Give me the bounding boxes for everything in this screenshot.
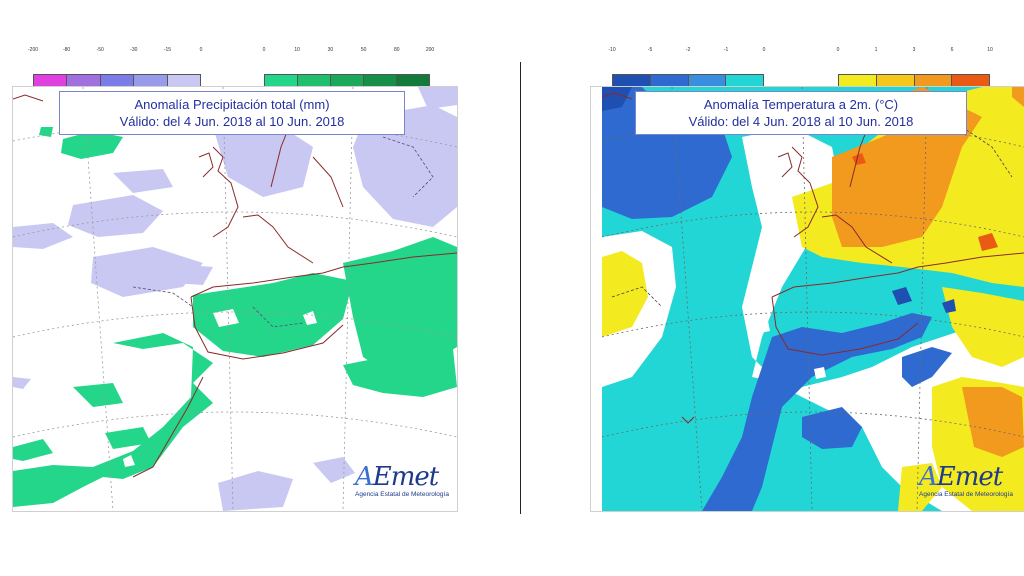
precip-legend-pos-swatch [298, 75, 331, 87]
precip-legend-pos-swatch [364, 75, 397, 87]
precip-legend-neg-tick-label: -30 [130, 47, 138, 53]
precip-legend-pos-tick-label: 10 [294, 47, 300, 53]
temp-map-title: Anomalía Temperatura a 2m. (°C) Válido: … [635, 91, 967, 135]
temp-legend-positive: 0 1 3 6 10 [837, 47, 993, 88]
precip-legend-neg-swatch [134, 75, 168, 87]
temp-legend-pos-swatch [952, 75, 989, 87]
temp-title-validity: Válido: del 4 Jun. 2018 al 10 Jun. 2018 [688, 114, 914, 129]
temp-legend-neg-tick-label: -2 [685, 47, 691, 53]
aemet-logo: AEmet Agencia Estatal de Meteorología [355, 462, 457, 509]
precip-legend-pos-tick-label: 30 [327, 47, 334, 53]
precip-legend-neg-swatch [67, 75, 101, 87]
aemet-wordmark-2: AEmet [919, 462, 1003, 492]
temp-negative-strong-areas [602, 87, 956, 313]
precip-legend-pos-tick-label: 50 [360, 47, 367, 53]
temp-legend-neg-tick-label: -1 [723, 47, 729, 53]
temp-coastlines [601, 92, 1024, 424]
precip-map-title: Anomalía Precipitación total (mm) Válido… [59, 91, 405, 135]
precip-legend-pos-tick-label: 200 [425, 47, 435, 53]
precip-legend-neg-swatch [34, 75, 68, 87]
temp-anomaly-map: Anomalía Temperatura a 2m. (°C) Válido: … [590, 86, 1024, 512]
precip-legend-neg-swatch [100, 75, 135, 87]
temp-legend-pos-swatch [839, 75, 877, 87]
panel-divider [520, 62, 521, 514]
precip-title-main: Anomalía Precipitación total (mm) [134, 97, 330, 112]
temp-legend-pos-tick-label: 3 [912, 47, 916, 53]
temp-map-graphic [601, 87, 1024, 511]
precip-legend-pos-swatch [397, 75, 429, 87]
precip-legend-neg-tick-label: 0 [199, 47, 203, 53]
precip-positive-areas [13, 127, 457, 507]
aemet-subtitle: Agencia Estatal de Meteorología [355, 491, 449, 498]
precip-anomaly-map: Anomalía Precipitación total (mm) Válido… [12, 86, 458, 512]
temp-holes [758, 321, 902, 379]
temp-legend-neg-swatch [650, 75, 689, 87]
temp-legend-pos-swatch [876, 75, 915, 87]
temp-legend-neg-tick-label: -10 [608, 47, 616, 53]
temp-legend-pos-tick-label: 0 [836, 47, 840, 53]
precip-contours [132, 136, 434, 328]
temp-legend-pos-tick-label: 6 [950, 47, 954, 53]
aemet-wordmark: AEmet [355, 462, 439, 492]
temp-positive-strong-areas [852, 153, 998, 251]
precip-legend-positive: 0 10 30 50 80 200 [263, 47, 434, 88]
temp-legend-pos-tick-label: 1 [874, 47, 878, 53]
precip-title-validity: Válido: del 4 Jun. 2018 al 10 Jun. 2018 [119, 114, 345, 129]
precip-legend-neg-tick-label: -15 [163, 47, 172, 53]
precip-legend-pos-tick-label: 0 [262, 47, 266, 53]
temp-legend-neg-swatch [726, 75, 763, 87]
temp-legend-pos-tick-label: 10 [987, 47, 993, 53]
temp-legend-neg-tick-label: 0 [762, 47, 766, 53]
temp-legend-negative: -10 -5 -2 -1 0 [608, 47, 765, 88]
temp-legend-neg-swatch [613, 75, 651, 87]
temp-title-main: Anomalía Temperatura a 2m. (°C) [703, 97, 899, 112]
aemet-logo-2: AEmet Agencia Estatal de Meteorología [919, 463, 1024, 509]
precip-legend-pos-swatch [331, 75, 364, 87]
precip-legend-neg-tick-label: -200 [27, 47, 39, 53]
temp-legend-neg-swatch [688, 75, 727, 87]
temp-legend-pos-swatch [914, 75, 953, 87]
precip-map-graphic [13, 87, 457, 511]
precip-legend-neg-tick-label: -50 [96, 47, 104, 53]
precip-legend-pos-tick-label: 80 [394, 47, 400, 53]
precip-legend-pos-swatch [265, 75, 298, 87]
temp-legend-neg-tick-label: -5 [647, 47, 653, 53]
precip-legend-negative: -200 -80 -50 -30 -15 0 [28, 47, 202, 88]
temp-contours [611, 126, 1013, 308]
precip-legend-neg-swatch [167, 75, 201, 87]
aemet-subtitle-2: Agencia Estatal de Meteorología [919, 491, 1013, 498]
precip-legend-neg-tick-label: -80 [62, 47, 71, 53]
temp-negative-areas [602, 87, 952, 511]
